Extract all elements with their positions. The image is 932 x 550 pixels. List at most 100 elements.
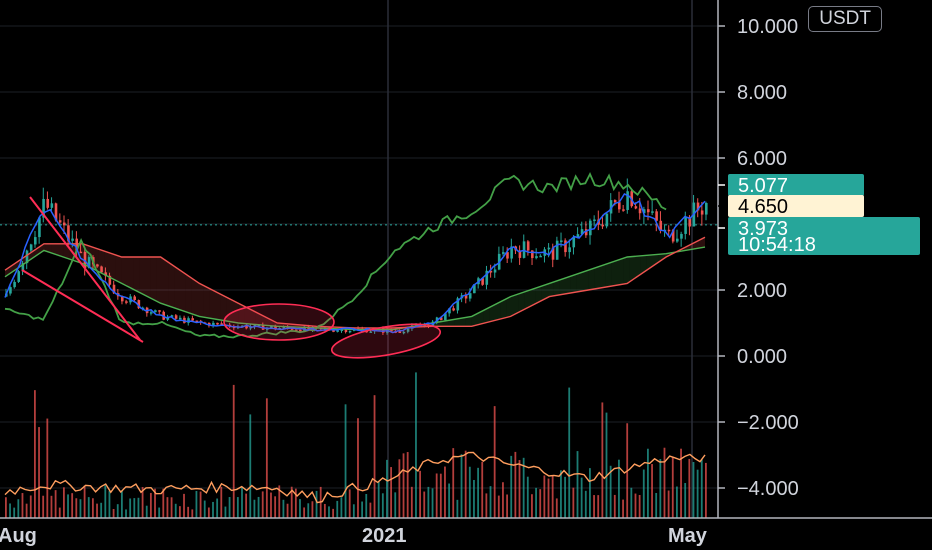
- volume-bar: [622, 499, 624, 518]
- volume-bar: [154, 488, 156, 518]
- cloud-segment: [51, 243, 58, 256]
- volume-bar: [232, 384, 235, 518]
- candle-body: [502, 252, 505, 254]
- volume-bar: [381, 493, 384, 518]
- price-tick-label: −4.000: [737, 478, 799, 500]
- volume-bar: [170, 497, 173, 518]
- time-axis[interactable]: Aug 2021 May: [0, 517, 932, 550]
- volume-bar: [54, 490, 57, 518]
- candle-body: [191, 318, 194, 321]
- cloud-segment: [250, 309, 256, 325]
- volume-bar: [5, 497, 7, 518]
- cloud-segment: [191, 278, 198, 316]
- cloud-segment: [460, 317, 466, 327]
- candle-body: [170, 315, 174, 317]
- volume-bar: [120, 491, 123, 518]
- volume-bar: [369, 502, 372, 518]
- price-tick-label: 2.000: [737, 280, 787, 302]
- cloud-segment: [570, 274, 577, 293]
- volume-bar: [62, 487, 65, 518]
- volume-bar: [390, 467, 393, 518]
- candle-body: [700, 210, 704, 215]
- trendline-upper[interactable]: [29, 196, 141, 341]
- volume-bar: [183, 493, 185, 518]
- volume-bar: [91, 498, 94, 518]
- volume-bar: [696, 469, 699, 518]
- cloud-segment: [185, 274, 192, 314]
- volume-bar: [386, 459, 388, 518]
- candle-body: [655, 211, 658, 221]
- volume-bar: [241, 486, 243, 518]
- volume-bar: [261, 491, 264, 518]
- candle-body: [369, 331, 373, 333]
- candle-body: [33, 237, 37, 245]
- volume-bar: [224, 506, 227, 518]
- volume-bar: [228, 497, 231, 518]
- candle-body: [216, 322, 219, 325]
- volume-bar: [663, 447, 666, 518]
- cloud-segment: [267, 318, 274, 326]
- volume-bar: [676, 486, 678, 518]
- volume-bar: [199, 491, 202, 518]
- candle-body: [518, 250, 522, 258]
- candle-body: [444, 313, 447, 320]
- candle-body: [158, 310, 161, 312]
- volume-bar: [129, 498, 132, 518]
- candle-body: [25, 250, 29, 264]
- volume-bar: [398, 459, 401, 518]
- candle-body: [21, 263, 25, 272]
- volume-bar: [688, 458, 691, 518]
- volume-bar: [638, 494, 641, 518]
- volume-bar: [46, 418, 49, 518]
- cloud-segment: [594, 266, 600, 290]
- cloud-segment: [255, 312, 262, 325]
- price-tick-label: 6.000: [737, 148, 787, 170]
- drawing-annotations[interactable]: [21, 196, 443, 365]
- trendline-lower[interactable]: [21, 269, 144, 343]
- cloud-segment: [133, 257, 140, 293]
- volume-bar: [162, 488, 165, 518]
- cloud-segment: [168, 262, 175, 308]
- volume-bar: [270, 492, 272, 518]
- candle-body: [547, 247, 551, 250]
- cloud-segment: [244, 306, 250, 324]
- ellipse-breakout[interactable]: [329, 318, 442, 365]
- ellipse-consolidation[interactable]: [223, 303, 335, 341]
- cloud-segment: [658, 253, 665, 263]
- volume-bar: [340, 497, 343, 518]
- candle-body: [684, 217, 687, 234]
- volume-bar: [257, 496, 260, 518]
- volume-bar: [572, 487, 575, 518]
- cloud-segment: [156, 257, 163, 304]
- candle-body: [580, 229, 584, 235]
- candle-body: [195, 320, 199, 323]
- candle-body: [348, 330, 352, 333]
- candle-body: [245, 325, 248, 329]
- cloud-segment: [10, 262, 17, 273]
- candle-body: [398, 331, 402, 334]
- volume-bar: [58, 507, 61, 518]
- candle-body: [9, 287, 12, 294]
- candle-body: [13, 281, 16, 288]
- volume-bar: [303, 507, 306, 518]
- cloud-segment: [139, 257, 145, 296]
- currency-badge[interactable]: USDT: [808, 6, 882, 32]
- volume-bar: [328, 506, 330, 518]
- candle-body: [274, 326, 277, 329]
- cloud-segment: [442, 320, 449, 327]
- candle-body: [220, 323, 223, 325]
- cloud-segment: [693, 240, 700, 250]
- price-axis-background: [718, 0, 932, 518]
- candle-body: [166, 316, 170, 320]
- volume-bar: [166, 497, 169, 518]
- cloud-segment: [617, 258, 624, 286]
- cloud-segment: [471, 313, 478, 327]
- candle-body: [67, 225, 70, 241]
- volume-bar: [236, 497, 239, 518]
- cloud-segment: [535, 286, 542, 304]
- price-axis[interactable]: 10.000 8.000 6.000 2.000 0.000 −2.000 −4.000: [717, 0, 932, 518]
- volume-bar: [207, 507, 210, 518]
- cloud-segment: [518, 291, 525, 313]
